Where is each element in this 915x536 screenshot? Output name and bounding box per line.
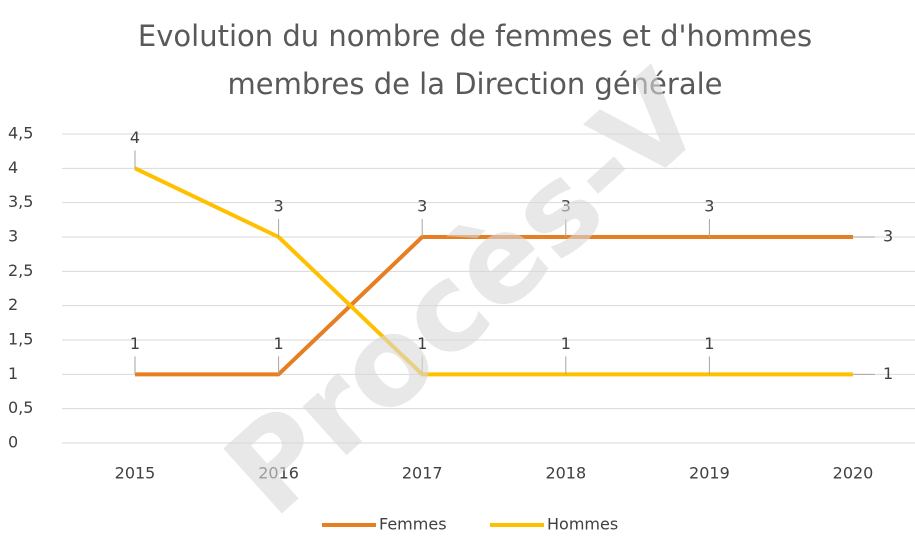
data-label: 3	[704, 197, 714, 216]
data-label: 3	[561, 197, 571, 216]
y-tick-label: 1,5	[8, 330, 33, 349]
data-label: 1	[417, 334, 427, 353]
y-tick-label: 3	[8, 227, 18, 246]
data-label: 1	[883, 364, 893, 383]
y-tick-label: 0	[8, 433, 18, 452]
data-label: 3	[274, 197, 284, 216]
y-tick-label: 2,5	[8, 261, 33, 280]
x-tick-label: 2018	[545, 464, 586, 483]
data-label: 4	[130, 128, 140, 147]
y-tick-label: 2	[8, 295, 18, 314]
x-tick-label: 2015	[115, 464, 156, 483]
x-tick-label: 2016	[258, 464, 299, 483]
legend-label: Femmes	[379, 515, 447, 534]
data-label: 1	[561, 334, 571, 353]
x-tick-label: 2020	[833, 464, 874, 483]
y-tick-label: 3,5	[8, 192, 33, 211]
y-tick-label: 0,5	[8, 398, 33, 417]
legend-label: Hommes	[547, 515, 618, 534]
data-label: 1	[130, 334, 140, 353]
x-tick-label: 2017	[402, 464, 443, 483]
y-tick-label: 4,5	[8, 124, 33, 143]
series-line	[134, 166, 853, 377]
series-line	[135, 235, 853, 377]
y-tick-label: 1	[8, 364, 18, 383]
y-tick-label: 4	[8, 158, 18, 177]
data-label: 1	[704, 334, 714, 353]
chart-title: Evolution du nombre de femmes et d'homme…	[138, 19, 812, 53]
data-label: 1	[274, 334, 284, 353]
data-label: 3	[883, 227, 893, 246]
watermark: Procès-V	[200, 46, 730, 536]
data-label: 3	[417, 197, 427, 216]
x-tick-label: 2019	[689, 464, 730, 483]
chart-title: membres de la Direction générale	[227, 67, 722, 101]
